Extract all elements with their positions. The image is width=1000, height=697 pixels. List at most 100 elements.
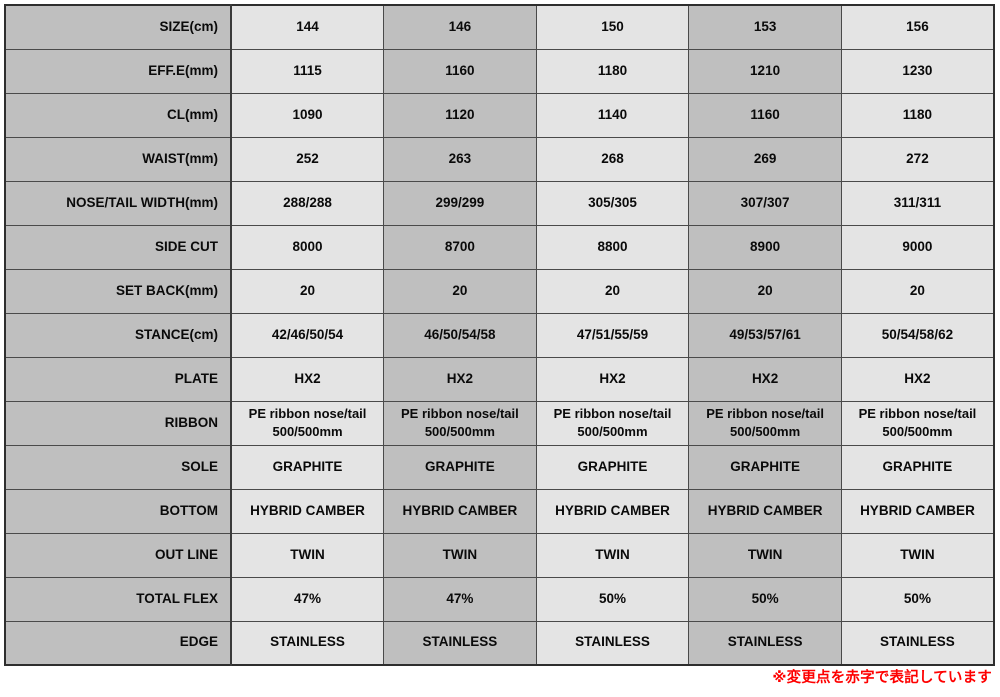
- table-row: NOSE/TAIL WIDTH(mm) 288/288 299/299 305/305…: [4, 180, 995, 226]
- spec-cell: PE ribbon nose/tail 500/500mm: [688, 400, 842, 446]
- spec-cell: GRAPHITE: [688, 444, 842, 490]
- table-row: WAIST(mm) 252 263 268 269 272: [4, 136, 995, 182]
- spec-cell: 20: [535, 268, 690, 314]
- spec-cell: 150: [535, 4, 690, 50]
- spec-cell: 8000: [230, 224, 385, 270]
- spec-cell: 1180: [840, 92, 995, 138]
- table-row: PLATE HX2 HX2 HX2 HX2 HX2: [4, 356, 995, 402]
- spec-cell: HX2: [535, 356, 690, 402]
- spec-cell: 1120: [383, 92, 537, 138]
- row-label: RIBBON: [4, 400, 232, 446]
- row-label: WAIST(mm): [4, 136, 232, 182]
- spec-cell-line: PE ribbon nose/tail: [858, 406, 977, 422]
- spec-cell-line: 500/500mm: [424, 424, 495, 439]
- spec-cell: STAINLESS: [688, 620, 842, 666]
- spec-cell-line: PE ribbon nose/tail: [248, 406, 367, 422]
- table-row: STANCE(cm) 42/46/50/54 46/50/54/58 47/51/55…: [4, 312, 995, 358]
- spec-cell: 1160: [688, 92, 842, 138]
- table-row: CL(mm) 1090 1120 1140 1160 1180: [4, 92, 995, 138]
- table-row: TOTAL FLEX 47% 47% 50% 50% 50%: [4, 576, 995, 622]
- table-row: SOLE GRAPHITE GRAPHITE GRAPHITE GRAPHITE GRAP…: [4, 444, 995, 490]
- spec-cell: 20: [230, 268, 385, 314]
- row-label: SIZE(cm): [4, 4, 232, 50]
- spec-cell: 1160: [383, 48, 537, 94]
- spec-cell: HYBRID CAMBER: [688, 488, 842, 534]
- row-label: PLATE: [4, 356, 232, 402]
- spec-cell: TWIN: [535, 532, 690, 578]
- row-label: TOTAL FLEX: [4, 576, 232, 622]
- spec-cell: 20: [383, 268, 537, 314]
- row-label: OUT LINE: [4, 532, 232, 578]
- spec-cell: 311/311: [840, 180, 995, 226]
- spec-table-container: SIZE(cm) 144 146 150 153 156 EFF.E(mm) 1115 1160…: [4, 4, 995, 666]
- spec-cell: 47/51/55/59: [535, 312, 690, 358]
- spec-cell: 263: [383, 136, 537, 182]
- spec-cell: 153: [688, 4, 842, 50]
- spec-cell: PE ribbon nose/tail 500/500mm: [535, 400, 690, 446]
- spec-cell: 144: [230, 4, 385, 50]
- spec-cell: 1140: [535, 92, 690, 138]
- table-row: OUT LINE TWIN TWIN TWIN TWIN TWIN: [4, 532, 995, 578]
- spec-cell: 299/299: [383, 180, 537, 226]
- spec-cell: 8700: [383, 224, 537, 270]
- spec-cell: 42/46/50/54: [230, 312, 385, 358]
- row-label: BOTTOM: [4, 488, 232, 534]
- spec-cell-line: 500/500mm: [577, 424, 648, 439]
- table-row: EFF.E(mm) 1115 1160 1180 1210 1230: [4, 48, 995, 94]
- spec-cell: HX2: [230, 356, 385, 402]
- table-row: BOTTOM HYBRID CAMBER HYBRID CAMBER HYBRID C…: [4, 488, 995, 534]
- snowboard-spec-table: SIZE(cm) 144 146 150 153 156 EFF.E(mm) 1115 1160…: [4, 4, 995, 666]
- spec-cell: TWIN: [688, 532, 842, 578]
- spec-cell: TWIN: [383, 532, 537, 578]
- spec-cell-line: 500/500mm: [730, 424, 801, 439]
- spec-cell: GRAPHITE: [535, 444, 690, 490]
- spec-cell: STAINLESS: [535, 620, 690, 666]
- spec-cell: PE ribbon nose/tail 500/500mm: [230, 400, 385, 446]
- spec-cell: 1090: [230, 92, 385, 138]
- spec-cell: 1115: [230, 48, 385, 94]
- spec-cell: 50%: [535, 576, 690, 622]
- spec-cell-line: PE ribbon nose/tail: [553, 406, 672, 422]
- spec-cell: GRAPHITE: [383, 444, 537, 490]
- table-row: SIDE CUT 8000 8700 8800 8900 9000: [4, 224, 995, 270]
- row-label: SET BACK(mm): [4, 268, 232, 314]
- spec-cell: GRAPHITE: [840, 444, 995, 490]
- spec-cell: HX2: [840, 356, 995, 402]
- spec-table-body: SIZE(cm) 144 146 150 153 156 EFF.E(mm) 1115 1160…: [4, 4, 995, 666]
- spec-cell: 269: [688, 136, 842, 182]
- spec-cell: 20: [840, 268, 995, 314]
- spec-cell: STAINLESS: [230, 620, 385, 666]
- spec-cell: 146: [383, 4, 537, 50]
- spec-cell: PE ribbon nose/tail 500/500mm: [840, 400, 995, 446]
- spec-cell: STAINLESS: [383, 620, 537, 666]
- spec-cell: 47%: [230, 576, 385, 622]
- spec-cell: 9000: [840, 224, 995, 270]
- spec-cell: 50/54/58/62: [840, 312, 995, 358]
- spec-cell: HX2: [688, 356, 842, 402]
- change-note-text: ※変更点を赤字で表記しています: [772, 670, 992, 686]
- spec-cell: 1230: [840, 48, 995, 94]
- spec-cell: HX2: [383, 356, 537, 402]
- spec-cell-line: PE ribbon nose/tail: [401, 406, 519, 422]
- spec-cell: 47%: [383, 576, 537, 622]
- spec-cell: 1180: [535, 48, 690, 94]
- table-row: EDGE STAINLESS STAINLESS STAINLESS STAINLESS…: [4, 620, 995, 666]
- row-label: STANCE(cm): [4, 312, 232, 358]
- table-row: RIBBON PE ribbon nose/tail 500/500mm PE rib…: [4, 400, 995, 446]
- row-label: EFF.E(mm): [4, 48, 232, 94]
- spec-cell: HYBRID CAMBER: [535, 488, 690, 534]
- row-label: EDGE: [4, 620, 232, 666]
- spec-cell: 156: [840, 4, 995, 50]
- spec-cell: 8900: [688, 224, 842, 270]
- row-label: SOLE: [4, 444, 232, 490]
- table-row: SET BACK(mm) 20 20 20 20 20: [4, 268, 995, 314]
- spec-cell: TWIN: [230, 532, 385, 578]
- row-label: NOSE/TAIL WIDTH(mm): [4, 180, 232, 226]
- spec-cell: TWIN: [840, 532, 995, 578]
- spec-cell: GRAPHITE: [230, 444, 385, 490]
- spec-cell: 268: [535, 136, 690, 182]
- spec-cell: HYBRID CAMBER: [230, 488, 385, 534]
- spec-cell: STAINLESS: [840, 620, 995, 666]
- spec-cell: 272: [840, 136, 995, 182]
- spec-cell: HYBRID CAMBER: [383, 488, 537, 534]
